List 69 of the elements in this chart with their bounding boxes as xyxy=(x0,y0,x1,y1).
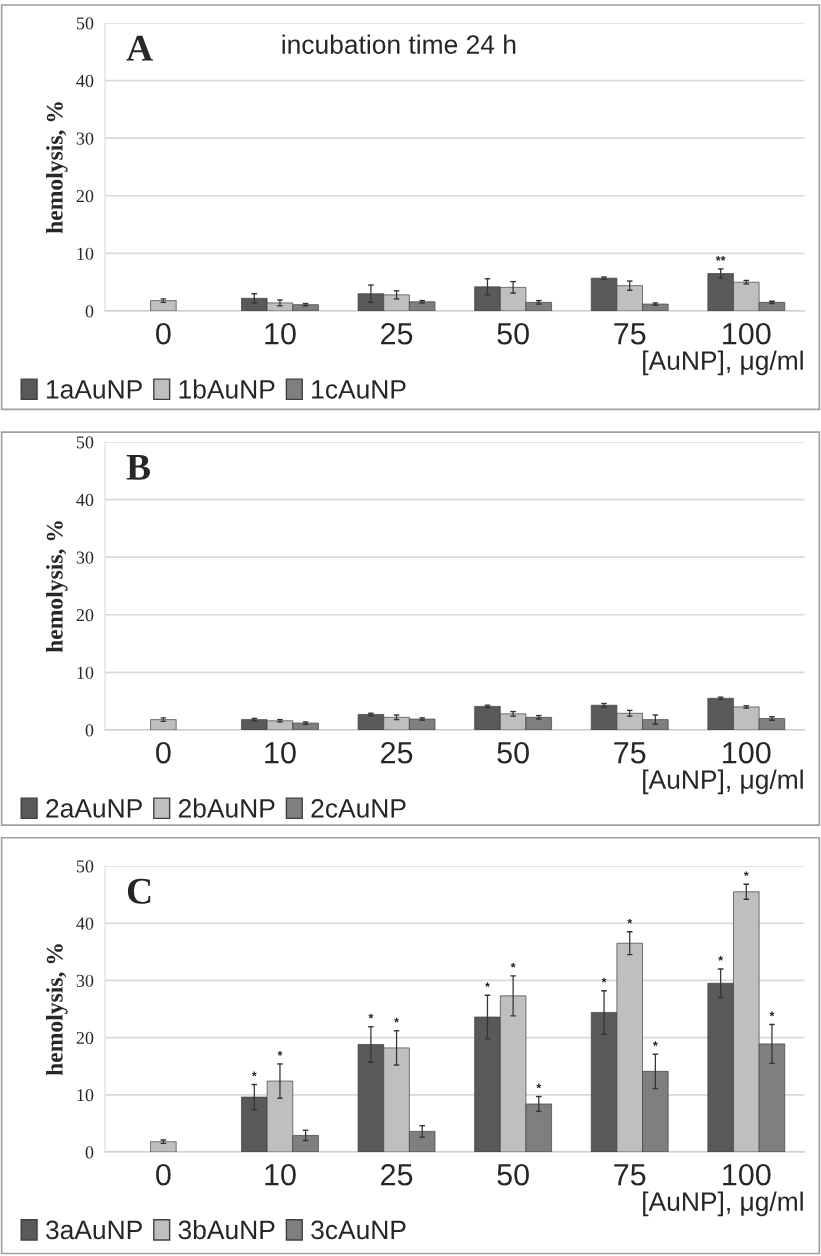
legend-label: 3cAuNP xyxy=(311,1220,406,1240)
y-tick-label: 20 xyxy=(76,609,94,622)
y-tick-label: 0 xyxy=(85,305,94,318)
legend-label: 3bAuNP xyxy=(178,1219,275,1240)
y-tick-label: 10 xyxy=(77,666,94,679)
y-tick-label: 30 xyxy=(76,551,94,564)
y-tick-label: 40 xyxy=(76,493,94,507)
data-label: * xyxy=(485,982,490,988)
x-axis-title: [AuNP], μg/ml xyxy=(643,769,803,795)
x-tick-label: 50 xyxy=(497,741,529,764)
x-tick-label: 75 xyxy=(614,1164,646,1186)
y-tick-label: 40 xyxy=(76,917,94,930)
chart-title: A xyxy=(126,35,153,61)
data-label: * xyxy=(718,956,724,961)
legend-label: 1cAuNP xyxy=(312,380,406,399)
y-tick-label: 30 xyxy=(76,132,94,145)
data-label: * xyxy=(601,977,607,983)
chart-title: B xyxy=(126,454,151,480)
x-tick-label: 0 xyxy=(156,741,171,764)
x-tick-label: 25 xyxy=(381,1163,413,1186)
y-tick-label: 50 xyxy=(76,436,94,449)
data-label: * xyxy=(536,1083,542,1089)
data-label: * xyxy=(277,1051,283,1056)
data-label: * xyxy=(652,1041,658,1046)
data-label: ** xyxy=(715,256,726,261)
data-label: * xyxy=(769,1011,775,1017)
x-tick-label: 10 xyxy=(265,1163,296,1186)
x-tick-label: 100 xyxy=(723,322,771,345)
y-tick-label: 10 xyxy=(77,1089,94,1102)
x-tick-label: 10 xyxy=(265,741,296,764)
x-tick-label: 10 xyxy=(265,322,296,345)
data-label: * xyxy=(627,918,633,924)
legend-label: 2cAuNP xyxy=(311,798,406,818)
y-tick-label: 0 xyxy=(85,724,94,737)
y-tick-label: 10 xyxy=(77,247,94,260)
y-axis-title: hemolysis, % xyxy=(46,944,68,1076)
x-tick-label: 0 xyxy=(156,322,171,345)
data-label: * xyxy=(368,1013,374,1019)
x-tick-label: 50 xyxy=(497,322,529,345)
annotation: incubation time 24 h xyxy=(282,34,516,54)
x-tick-label: 25 xyxy=(381,741,413,764)
y-axis-title: hemolysis, % xyxy=(46,102,68,234)
data-label: * xyxy=(251,1071,257,1077)
x-tick-label: 25 xyxy=(381,322,413,345)
legend-label: 1aAuNP xyxy=(46,380,142,399)
data-label: * xyxy=(394,1017,399,1023)
chart-title: C xyxy=(127,878,151,904)
data-label: * xyxy=(510,962,516,968)
y-axis-title: hemolysis, % xyxy=(46,521,68,653)
x-tick-label: 100 xyxy=(723,741,771,764)
y-tick-label: 20 xyxy=(76,1031,94,1045)
y-tick-label: 0 xyxy=(85,1146,94,1159)
y-tick-label: 20 xyxy=(76,190,94,203)
x-axis-title: [AuNP], μg/ml xyxy=(643,1191,803,1217)
x-axis-title: [AuNP], μg/ml xyxy=(643,350,803,376)
x-tick-label: 100 xyxy=(723,1163,771,1186)
y-tick-label: 40 xyxy=(76,74,94,88)
x-tick-label: 75 xyxy=(614,742,646,764)
legend-label: 3aAuNP xyxy=(45,1220,142,1240)
y-tick-label: 50 xyxy=(76,17,94,30)
y-tick-label: 30 xyxy=(76,974,94,987)
legend-label: 1bAuNP xyxy=(179,379,275,399)
data-label: * xyxy=(743,871,749,877)
x-tick-label: 75 xyxy=(614,323,646,345)
x-tick-label: 0 xyxy=(156,1163,171,1186)
legend-label: 2aAuNP xyxy=(46,798,142,818)
y-tick-label: 50 xyxy=(76,860,94,873)
legend-label: 2bAuNP xyxy=(178,798,275,818)
x-tick-label: 50 xyxy=(497,1163,529,1186)
